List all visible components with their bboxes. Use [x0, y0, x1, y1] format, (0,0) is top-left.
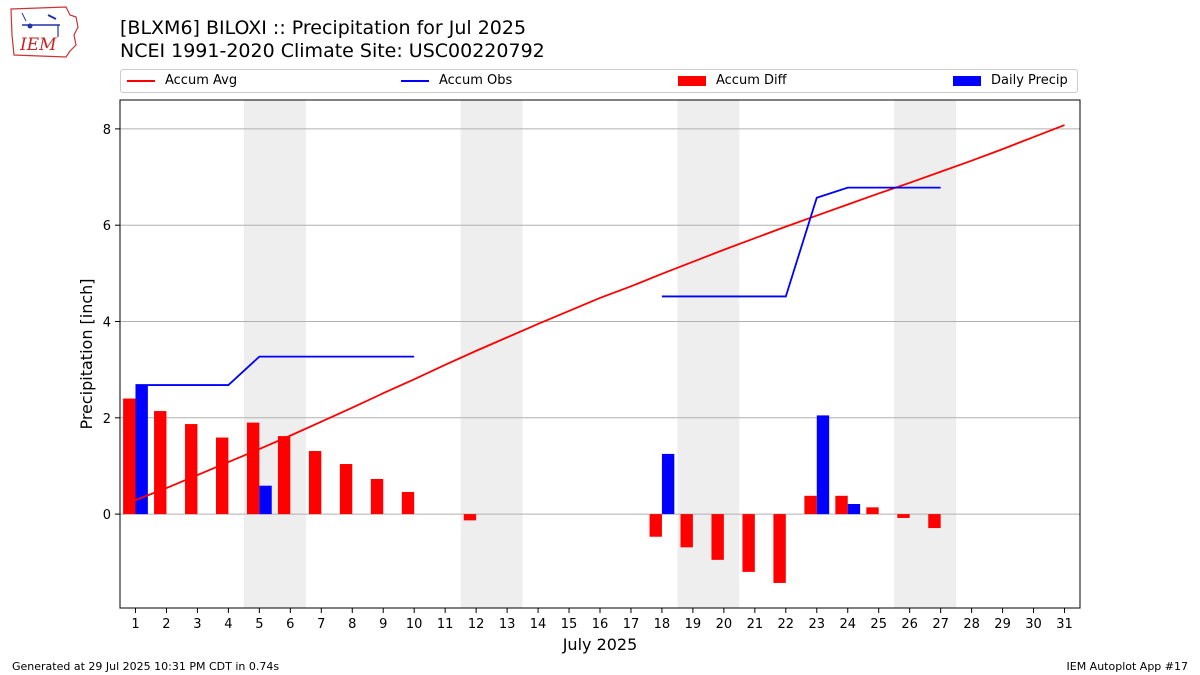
- legend-item-accum-diff: Accum Diff: [678, 73, 787, 88]
- x-tick-label: 20: [716, 617, 733, 632]
- x-tick-label: 19: [685, 617, 702, 632]
- accum-diff-bar: [401, 491, 415, 515]
- x-tick-label: 18: [654, 617, 671, 632]
- x-tick-label: 5: [255, 617, 263, 632]
- weekend-band: [894, 100, 957, 608]
- x-tick-label: 31: [1056, 617, 1073, 632]
- accum-diff-bar: [154, 411, 167, 515]
- x-tick-label: 26: [901, 617, 918, 632]
- accum-diff-bar: [773, 514, 786, 583]
- x-tick-label: 12: [468, 617, 485, 632]
- legend-label: Daily Precip: [991, 73, 1068, 88]
- accum-diff-bar: [649, 514, 662, 537]
- x-tick-label: 25: [870, 617, 887, 632]
- x-tick-label: 13: [499, 617, 516, 632]
- chart-title: [BLXM6] BILOXI :: Precipitation for Jul …: [120, 17, 527, 39]
- legend-item-accum-obs: Accum Obs: [401, 73, 512, 88]
- x-tick-label: 23: [809, 617, 826, 632]
- accum-avg-line: [135, 124, 1065, 501]
- accum-diff-bar: [185, 424, 198, 515]
- accum-diff-bar: [246, 422, 260, 515]
- accum-diff-bar: [216, 437, 229, 515]
- daily-precip-bar: [135, 384, 148, 515]
- accum-diff-bar: [308, 451, 322, 515]
- accum-diff-bar: [804, 495, 817, 515]
- y-tick-label: 8: [103, 123, 111, 138]
- x-axis-label: July 2025: [562, 635, 638, 654]
- x-tick-label: 11: [437, 617, 454, 632]
- legend-label: Accum Obs: [439, 73, 513, 88]
- x-tick-label: 7: [317, 617, 325, 632]
- x-tick-label: 1: [131, 617, 139, 632]
- x-tick-label: 8: [348, 617, 356, 632]
- chart-subtitle: NCEI 1991-2020 Climate Site: USC00220792: [120, 40, 545, 62]
- x-tick-label: 27: [932, 617, 949, 632]
- daily-precip-bar: [661, 453, 675, 515]
- accum-diff-bar: [123, 398, 136, 515]
- accum-diff-bar: [866, 507, 879, 515]
- y-tick-label: 6: [103, 219, 111, 234]
- x-tick-label: 16: [592, 617, 609, 632]
- accum-diff-bar: [897, 514, 910, 518]
- x-tick-label: 22: [778, 617, 795, 632]
- x-tick-label: 3: [193, 617, 201, 632]
- x-tick-label: 14: [530, 617, 547, 632]
- x-tick-label: 29: [994, 617, 1011, 632]
- y-tick-label: 4: [103, 315, 111, 330]
- x-tick-label: 6: [286, 617, 294, 632]
- iem-logo: IEM: [8, 5, 82, 59]
- accum-diff-bar: [742, 514, 755, 572]
- legend-label: Accum Diff: [716, 73, 787, 88]
- x-tick-label: 24: [839, 617, 856, 632]
- legend-label: Accum Avg: [165, 73, 238, 88]
- y-tick-label: 2: [103, 412, 111, 427]
- x-tick-label: 4: [224, 617, 232, 632]
- daily-precip-bar: [847, 503, 861, 515]
- y-tick-label: 0: [103, 508, 111, 523]
- legend-swatch: [953, 75, 981, 86]
- daily-precip-bar: [259, 485, 272, 515]
- x-tick-label: 17: [623, 617, 640, 632]
- legend-item-daily-precip: Daily Precip: [953, 73, 1068, 88]
- accum-obs-line: [661, 186, 941, 298]
- accum-diff-bar: [463, 514, 477, 521]
- x-tick-label: 15: [561, 617, 578, 632]
- accum-diff-bar: [370, 478, 384, 515]
- legend-swatch: [127, 79, 155, 82]
- accum-diff-bar: [277, 436, 291, 515]
- accum-diff-bar: [711, 514, 724, 560]
- x-tick-label: 10: [406, 617, 423, 632]
- x-tick-label: 9: [379, 617, 387, 632]
- legend-item-accum-avg: Accum Avg: [127, 73, 237, 88]
- y-axis-label: Precipitation [inch]: [77, 278, 96, 429]
- legend-swatch: [678, 75, 706, 86]
- accum-diff-bar: [928, 514, 941, 529]
- x-tick-label: 21: [747, 617, 764, 632]
- iowa-map-icon: IEM: [10, 6, 79, 58]
- legend-swatch: [401, 79, 429, 82]
- x-tick-label: 2: [162, 617, 170, 632]
- accum-obs-line: [135, 355, 415, 386]
- generated-timestamp: Generated at 29 Jul 2025 10:31 PM CDT in…: [12, 660, 280, 673]
- app-credit: IEM Autoplot App #17: [1066, 660, 1189, 673]
- x-tick-label: 28: [963, 617, 980, 632]
- accum-diff-bar: [339, 464, 353, 515]
- accum-diff-bar: [835, 495, 848, 515]
- weekend-band: [243, 100, 306, 608]
- daily-precip-bar: [816, 415, 830, 515]
- logo-text: IEM: [19, 35, 57, 55]
- accum-diff-bar: [680, 514, 693, 548]
- legend: Accum Avg Accum Obs Accum Diff Daily Pre…: [120, 69, 1078, 93]
- x-tick-label: 30: [1025, 617, 1042, 632]
